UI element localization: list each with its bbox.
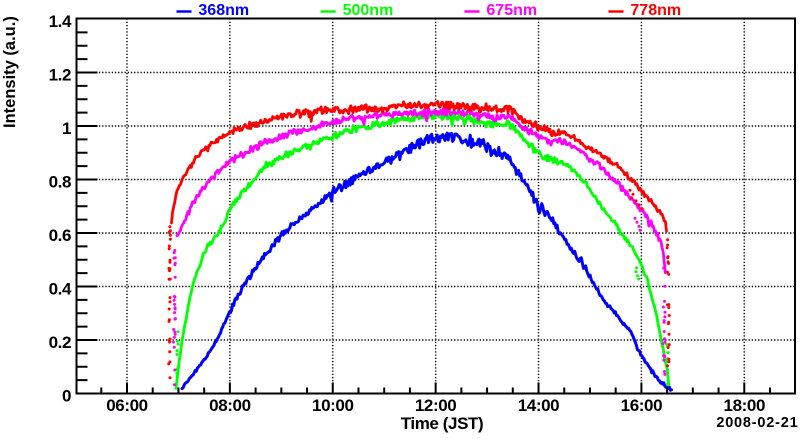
svg-text:1.2: 1.2 [49, 66, 71, 85]
svg-text:16:00: 16:00 [621, 396, 662, 415]
svg-text:14:00: 14:00 [518, 396, 559, 415]
svg-text:1.4: 1.4 [49, 12, 72, 31]
svg-text:12:00: 12:00 [415, 396, 456, 415]
svg-text:0.2: 0.2 [49, 333, 71, 352]
svg-text:0.8: 0.8 [49, 173, 71, 192]
svg-text:500nm: 500nm [343, 2, 394, 19]
svg-text:675nm: 675nm [486, 2, 537, 19]
svg-text:Time (JST): Time (JST) [401, 414, 484, 433]
svg-text:06:00: 06:00 [106, 396, 147, 415]
svg-text:10:00: 10:00 [312, 396, 353, 415]
svg-text:Intensity (a.u.): Intensity (a.u.) [1, 16, 19, 128]
svg-text:0.6: 0.6 [49, 226, 71, 245]
svg-text:778nm: 778nm [630, 2, 681, 19]
svg-text:08:00: 08:00 [209, 396, 250, 415]
svg-text:1: 1 [62, 119, 71, 138]
svg-text:368nm: 368nm [198, 2, 249, 19]
svg-text:0.4: 0.4 [49, 280, 72, 299]
svg-text:18:00: 18:00 [724, 396, 765, 415]
svg-text:0: 0 [62, 387, 71, 406]
svg-text:2008-02-21: 2008-02-21 [716, 415, 798, 431]
